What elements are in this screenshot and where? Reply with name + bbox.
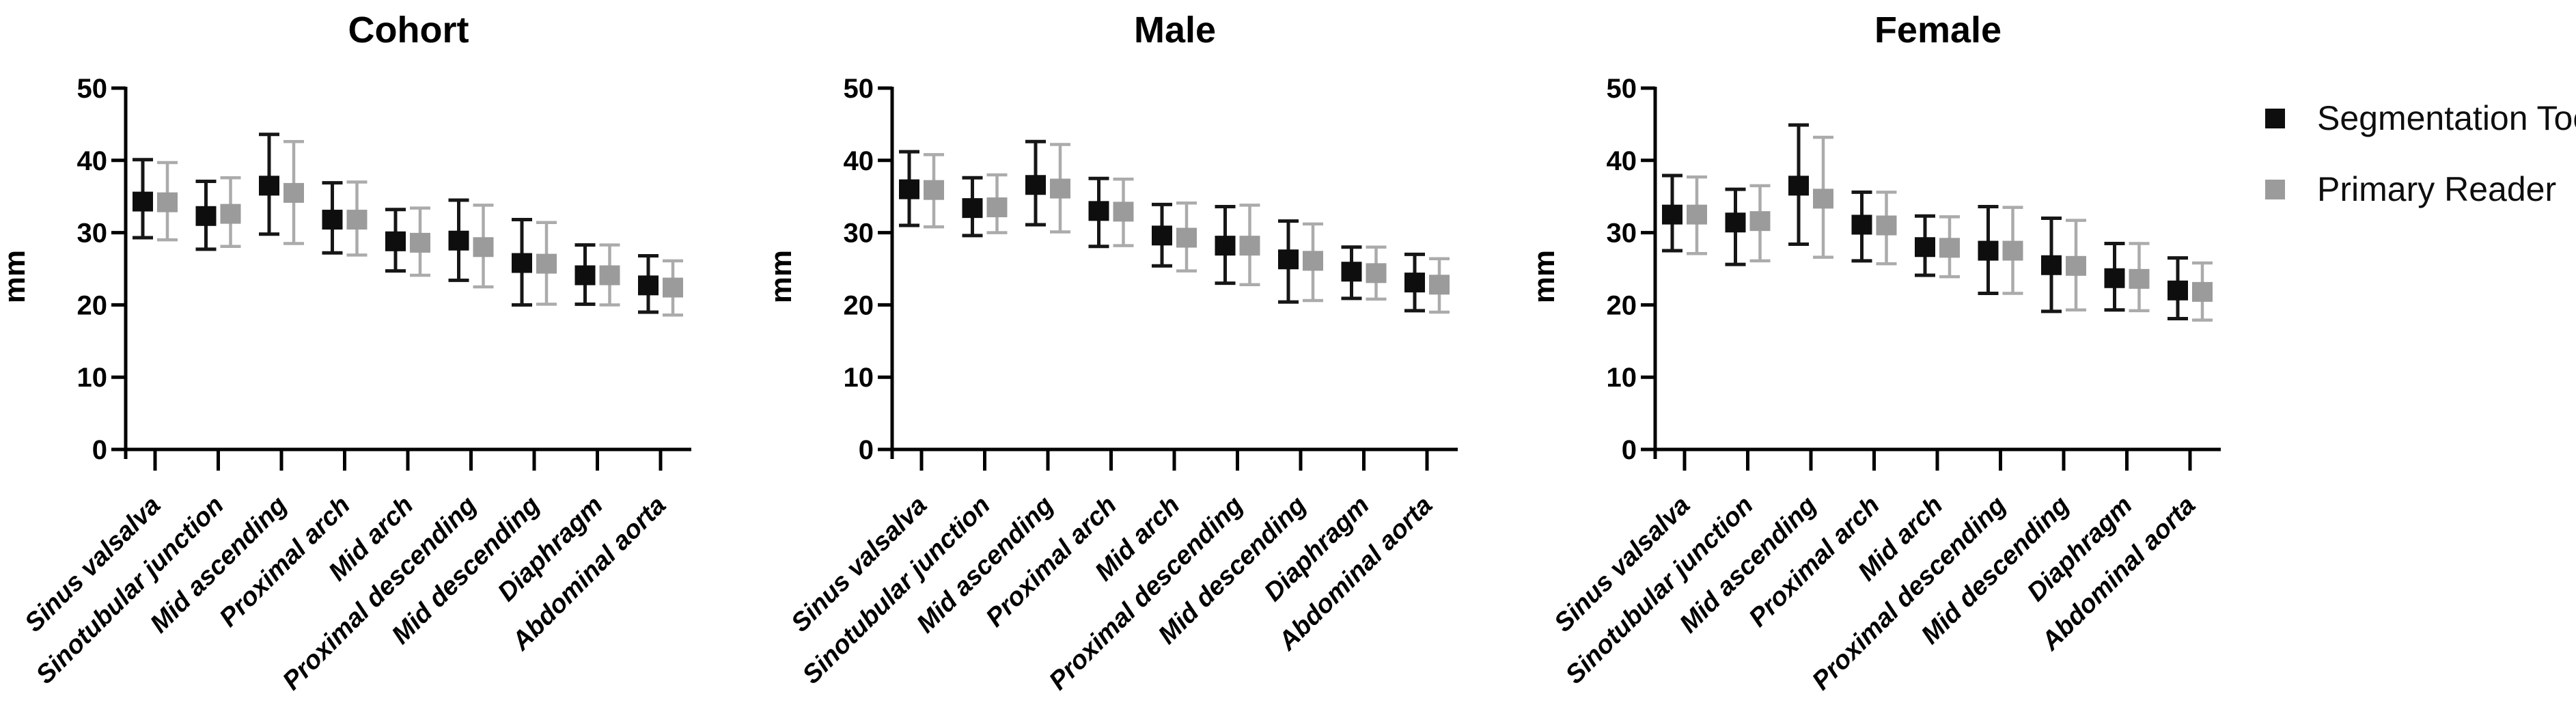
y-axis-label: mm xyxy=(1529,250,1561,303)
mean-marker xyxy=(220,204,241,224)
mean-marker xyxy=(283,182,304,203)
mean-marker xyxy=(1851,214,1872,235)
y-tick-label: 10 xyxy=(77,363,108,393)
y-tick-label: 50 xyxy=(1607,74,1637,104)
mean-marker xyxy=(133,191,153,212)
y-tick-label: 50 xyxy=(77,74,108,104)
mean-marker xyxy=(962,198,983,219)
mean-marker xyxy=(2192,281,2213,302)
y-tick-label: 30 xyxy=(77,219,108,249)
y-tick-label: 50 xyxy=(844,74,874,104)
mean-marker xyxy=(574,265,596,286)
mean-marker xyxy=(1813,189,1833,209)
chart-panel-cohort: Cohort mm 0 10 20 30 40 50 Sinus valsalva Sinotub… xyxy=(0,0,765,709)
y-tick-label: 20 xyxy=(77,290,108,320)
y-tick-label: 40 xyxy=(77,146,108,176)
mean-marker xyxy=(2129,268,2150,289)
chart-panel-female: Female mm 0 10 20 30 40 50 Sinus valsalva Sinotub… xyxy=(1529,0,2295,709)
mean-marker xyxy=(195,206,217,226)
mean-marker xyxy=(1788,176,1809,196)
y-tick-label: 20 xyxy=(844,290,874,320)
mean-marker xyxy=(157,192,178,212)
mean-marker xyxy=(1429,275,1450,295)
mean-marker xyxy=(1978,240,1999,261)
chart-title: Cohort xyxy=(348,10,469,51)
mean-marker xyxy=(385,231,406,251)
mean-marker xyxy=(1404,273,1425,293)
y-tick-label: 30 xyxy=(844,219,874,249)
mean-marker xyxy=(473,237,494,258)
chart-title: Female xyxy=(1874,10,2002,51)
mean-marker xyxy=(1025,175,1046,195)
legend-item-primary-reader: Primary Reader xyxy=(2265,169,2576,209)
mean-marker xyxy=(536,253,557,274)
mean-marker xyxy=(1278,249,1299,270)
mean-marker xyxy=(1915,237,1935,258)
legend-label-primary-reader: Primary Reader xyxy=(2317,170,2557,208)
mean-marker xyxy=(1749,211,1771,232)
mean-marker xyxy=(1303,251,1323,271)
mean-marker xyxy=(1341,262,1362,282)
y-axis-label: mm xyxy=(0,250,31,303)
y-tick-label: 30 xyxy=(1607,219,1637,249)
mean-marker xyxy=(924,180,944,200)
y-axis-label: mm xyxy=(766,250,798,303)
y-tick-label: 40 xyxy=(844,146,874,176)
mean-marker xyxy=(986,197,1008,218)
mean-marker xyxy=(1687,204,1707,225)
mean-marker xyxy=(1725,212,1746,233)
mean-marker xyxy=(259,176,279,196)
mean-marker xyxy=(1176,227,1197,248)
mean-marker xyxy=(2066,255,2086,276)
y-tick-label: 10 xyxy=(844,363,874,393)
mean-marker xyxy=(663,277,683,298)
legend-label-segmentation-tool: Segmentation Tool xyxy=(2317,99,2576,137)
mean-marker xyxy=(1939,238,1960,258)
y-tick-label: 0 xyxy=(92,435,107,465)
y-tick-label: 20 xyxy=(1607,290,1637,320)
mean-marker xyxy=(448,230,469,251)
y-tick-label: 10 xyxy=(1607,363,1637,393)
mean-marker xyxy=(1088,201,1109,221)
legend-item-segmentation-tool: Segmentation Tool xyxy=(2265,98,2576,138)
mean-marker xyxy=(1152,225,1172,246)
mean-marker xyxy=(2002,240,2023,261)
mean-marker xyxy=(410,232,430,253)
mean-marker xyxy=(1050,178,1070,199)
segmentation-tool-swatch-icon xyxy=(2265,108,2285,128)
mean-marker xyxy=(2104,268,2125,288)
mean-marker xyxy=(599,265,620,286)
y-tick-label: 0 xyxy=(1622,435,1637,465)
y-tick-label: 0 xyxy=(859,435,874,465)
mean-marker xyxy=(1876,215,1897,236)
mean-marker xyxy=(322,210,343,230)
mean-marker xyxy=(2041,255,2062,275)
mean-marker xyxy=(2168,280,2188,301)
mean-marker xyxy=(1239,236,1260,256)
mean-marker xyxy=(512,253,532,273)
mean-marker xyxy=(638,275,659,296)
legend: Segmentation Tool Primary Reader xyxy=(2265,98,2576,209)
mean-marker xyxy=(1662,204,1682,225)
mean-marker xyxy=(346,210,368,230)
primary-reader-swatch-icon xyxy=(2265,179,2285,199)
mean-marker xyxy=(1366,263,1387,283)
chart-panel-male: Male mm 0 10 20 30 40 50 Sinus valsalva Sinotubul… xyxy=(766,0,1532,709)
y-tick-label: 40 xyxy=(1607,146,1637,176)
mean-marker xyxy=(1113,201,1134,222)
mean-marker xyxy=(899,179,919,199)
mean-marker xyxy=(1215,236,1236,256)
chart-title: Male xyxy=(1134,10,1216,51)
